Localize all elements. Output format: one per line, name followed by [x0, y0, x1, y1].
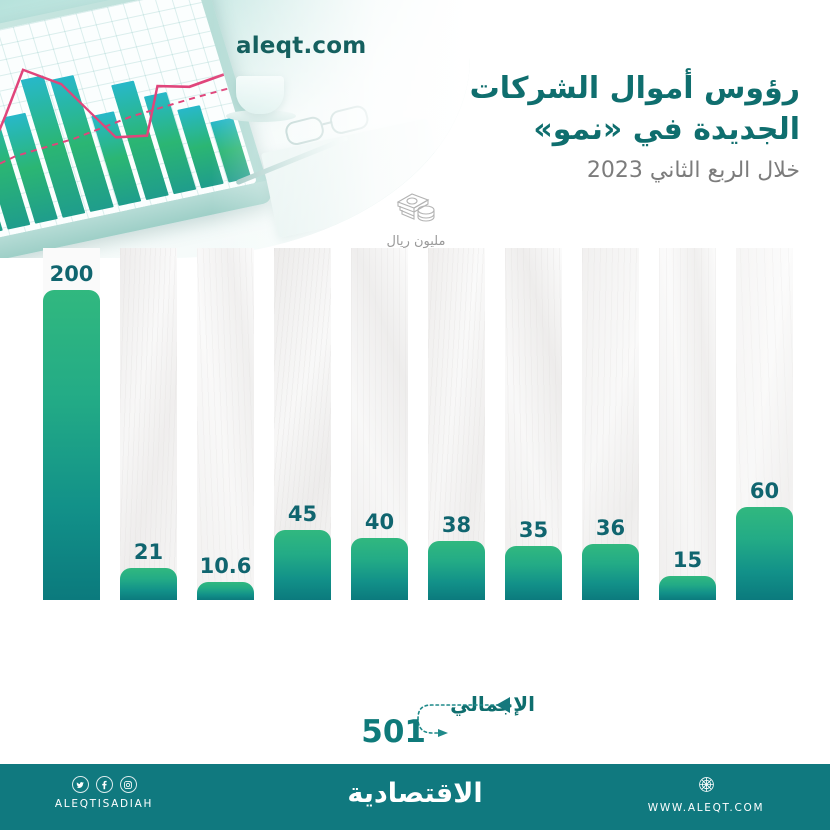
- bar-value-10: 60: [749, 479, 780, 503]
- bar-6: [428, 541, 485, 600]
- bar-value-9: 15: [672, 548, 703, 572]
- column-photo-backdrop: [582, 248, 639, 600]
- bar-1: [43, 290, 100, 600]
- facebook-icon[interactable]: [95, 776, 113, 793]
- footer: ALEQTISADIAH الاقتصادية WWW.ALEQT.COM: [0, 764, 830, 830]
- bar-9: [659, 576, 716, 600]
- bar-value-3: 10.6: [199, 554, 252, 578]
- footer-handle: ALEQTISADIAH: [54, 798, 154, 810]
- column-photo-backdrop: [120, 248, 177, 600]
- bar-8: [582, 544, 639, 600]
- bar-5: [351, 538, 408, 600]
- footer-social-block: ALEQTISADIAH: [44, 776, 164, 810]
- page-title-line-1: رؤوس أموال الشركات: [469, 71, 800, 106]
- total-block: الإجمالي 501: [0, 692, 830, 764]
- column-photo-backdrop: [505, 248, 562, 600]
- bar-4: [274, 530, 331, 600]
- header: aleqt.com رؤوس أموال الشركات الجديدة في …: [0, 0, 830, 258]
- bar-value-2: 21: [133, 540, 164, 564]
- bar-value-6: 38: [441, 513, 472, 537]
- bar-value-1: 200: [49, 262, 94, 286]
- bar-3: [197, 582, 254, 600]
- total-value: 501: [361, 714, 426, 750]
- bar-7: [505, 546, 562, 600]
- bar-value-7: 35: [518, 518, 549, 542]
- unit-block: مليون ريال: [352, 190, 480, 249]
- column-photo-backdrop: [659, 248, 716, 600]
- brand-logo: الاقتصادية: [347, 778, 483, 809]
- title-block: رؤوس أموال الشركات الجديدة في «نمو» خلال…: [370, 68, 800, 183]
- bar-10: [736, 507, 793, 600]
- footer-url: WWW.ALEQT.COM: [647, 802, 765, 814]
- bar-value-5: 40: [364, 510, 395, 534]
- money-stack-icon: [352, 190, 480, 228]
- globe-icon-wrap: [626, 776, 786, 797]
- page-subtitle: خلال الربع الثاني 2023: [586, 157, 800, 183]
- instagram-icon[interactable]: [119, 776, 137, 793]
- unit-label: مليون ريال: [386, 234, 446, 249]
- column-photo-backdrop: [197, 248, 254, 600]
- bar-chart: 200 الصناعات الجيرية 21 بوابة الأطعمة: [0, 248, 830, 688]
- globe-icon[interactable]: [698, 776, 715, 797]
- tablet-illustration: [0, 0, 274, 258]
- bar-2: [120, 568, 177, 600]
- bar-value-4: 45: [287, 502, 318, 526]
- page-title-line-2: الجديدة في «نمو»: [533, 112, 800, 148]
- coffee-cup-illustration: [236, 76, 284, 114]
- footer-website-block: WWW.ALEQT.COM: [626, 776, 786, 814]
- site-url: aleqt.com: [236, 33, 367, 59]
- bar-value-8: 36: [595, 516, 626, 540]
- twitter-icon[interactable]: [71, 776, 89, 793]
- total-label: الإجمالي: [450, 692, 535, 716]
- dotted-curved-arrow-icon: [402, 693, 512, 749]
- social-icons-row: [44, 776, 164, 793]
